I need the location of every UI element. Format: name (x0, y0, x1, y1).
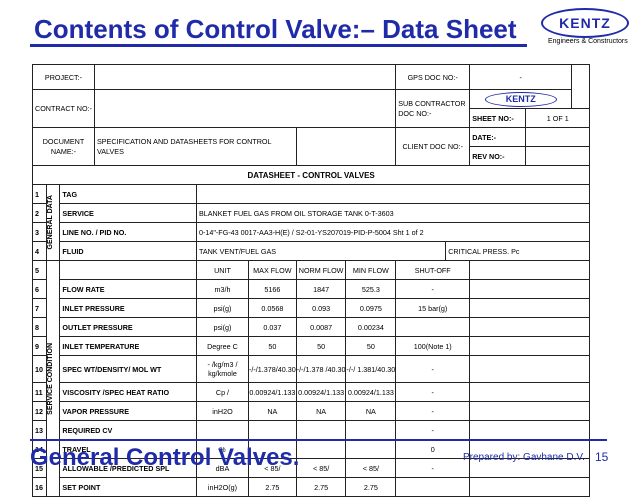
datasheet-heading: DATASHEET - CONTROL VALVES (31, 165, 591, 185)
logo-tagline: Engineers & Constructors (548, 38, 628, 45)
table-row: 12 VAPOR PRESSURE inH2O NA NA NA - (31, 401, 591, 421)
header-row-document: DOCUMENT NAME:- SPECIFICATION AND DATASH… (32, 127, 591, 166)
gps-label: GPS DOC NO:- (395, 64, 471, 90)
rev-label: REV NO:- (469, 146, 527, 166)
header-row-contract: CONTRACT NO:- SUB CONTRACTOR DOC NO:- KE… (32, 89, 590, 128)
slide-title: Contents of Control Valve:– Data Sheet (34, 14, 517, 44)
page-number: 15 (595, 450, 609, 464)
datasheet-heading-row: DATASHEET - CONTROL VALVES (31, 165, 591, 185)
table-row: 8 OUTLET PRESSURE psi(g) 0.037 0.0087 0.… (31, 317, 591, 337)
header-row-sheet: SHEET NO:- 1 OF 1 (33, 108, 591, 128)
group-general-label: GENERAL DATA (46, 184, 61, 261)
column-header-row: 5 SERVICE CONDITION UNIT MAX FLOW NORM F… (31, 260, 591, 497)
sheet-label: SHEET NO:- (469, 108, 527, 128)
document-label: DOCUMENT NAME:- (32, 127, 95, 166)
header-row-project: PROJECT:- GPS DOC NO:- - (32, 64, 591, 109)
table-row: 3 LINE NO. / PID NO. 0-14"-FG-43 0017-AA… (31, 222, 591, 242)
client-doc-label: CLIENT DOC NO:- (395, 127, 471, 166)
table-row: 15 ALLOWABLE /PREDICTED SPL dBA < 85/ < … (31, 458, 591, 478)
control-valve-datasheet: PROJECT:- GPS DOC NO:- - CONTRACT NO:- S… (31, 64, 591, 497)
rev-value (525, 146, 591, 166)
prepared-by: Prepared by: Gavhane D.V. (463, 452, 585, 463)
subcontractor-label: SUB CONTRACTOR DOC NO:- (395, 89, 471, 128)
table-row: 10 SPEC WT/DENSITY/ MOL WT - /kg/m3 / kg… (31, 355, 591, 383)
kentz-logo-small: KENTZ (469, 89, 573, 109)
contract-label: CONTRACT NO:- (32, 89, 95, 128)
date-label: DATE:- (469, 127, 527, 147)
document-value: SPECIFICATION AND DATASHEETS FOR CONTROL… (93, 127, 297, 166)
table-row: 11 VISCOSITY /SPEC HEAT RATIO Cp / 0.009… (31, 382, 591, 402)
title-underline (30, 44, 527, 47)
project-label: PROJECT:- (32, 64, 95, 90)
table-row: 4 FLUID TANK VENT/FUEL GAS CRITICAL PRES… (31, 241, 591, 261)
table-row: 6 FLOW RATE m3/h 5166 1847 525.3 - (31, 279, 591, 299)
kentz-logo: KENTZ (541, 8, 629, 38)
date-value (525, 127, 591, 147)
footer-rule (30, 439, 607, 441)
table-row: 1 GENERAL DATA TAG (31, 184, 591, 261)
table-row: 16 SET POINT inH2O(g) 2.75 2.75 2.75 (31, 477, 591, 497)
footer-title: General Control Valves. (30, 444, 300, 471)
table-row: 13 REQUIRED CV - (31, 420, 591, 440)
table-row: 7 INLET PRESSURE psi(g) 0.0568 0.093 0.0… (31, 298, 591, 318)
table-row: 9 INLET TEMPERATURE Degree C 50 50 50 10… (31, 336, 591, 356)
sheet-value: 1 OF 1 (525, 108, 591, 128)
header-row-rev: REV NO:- (33, 146, 591, 166)
project-value (93, 64, 397, 90)
gps-value: - (469, 64, 573, 90)
table-row: 2 SERVICE BLANKET FUEL GAS FROM OIL STOR… (31, 203, 591, 223)
contract-value (93, 89, 397, 128)
